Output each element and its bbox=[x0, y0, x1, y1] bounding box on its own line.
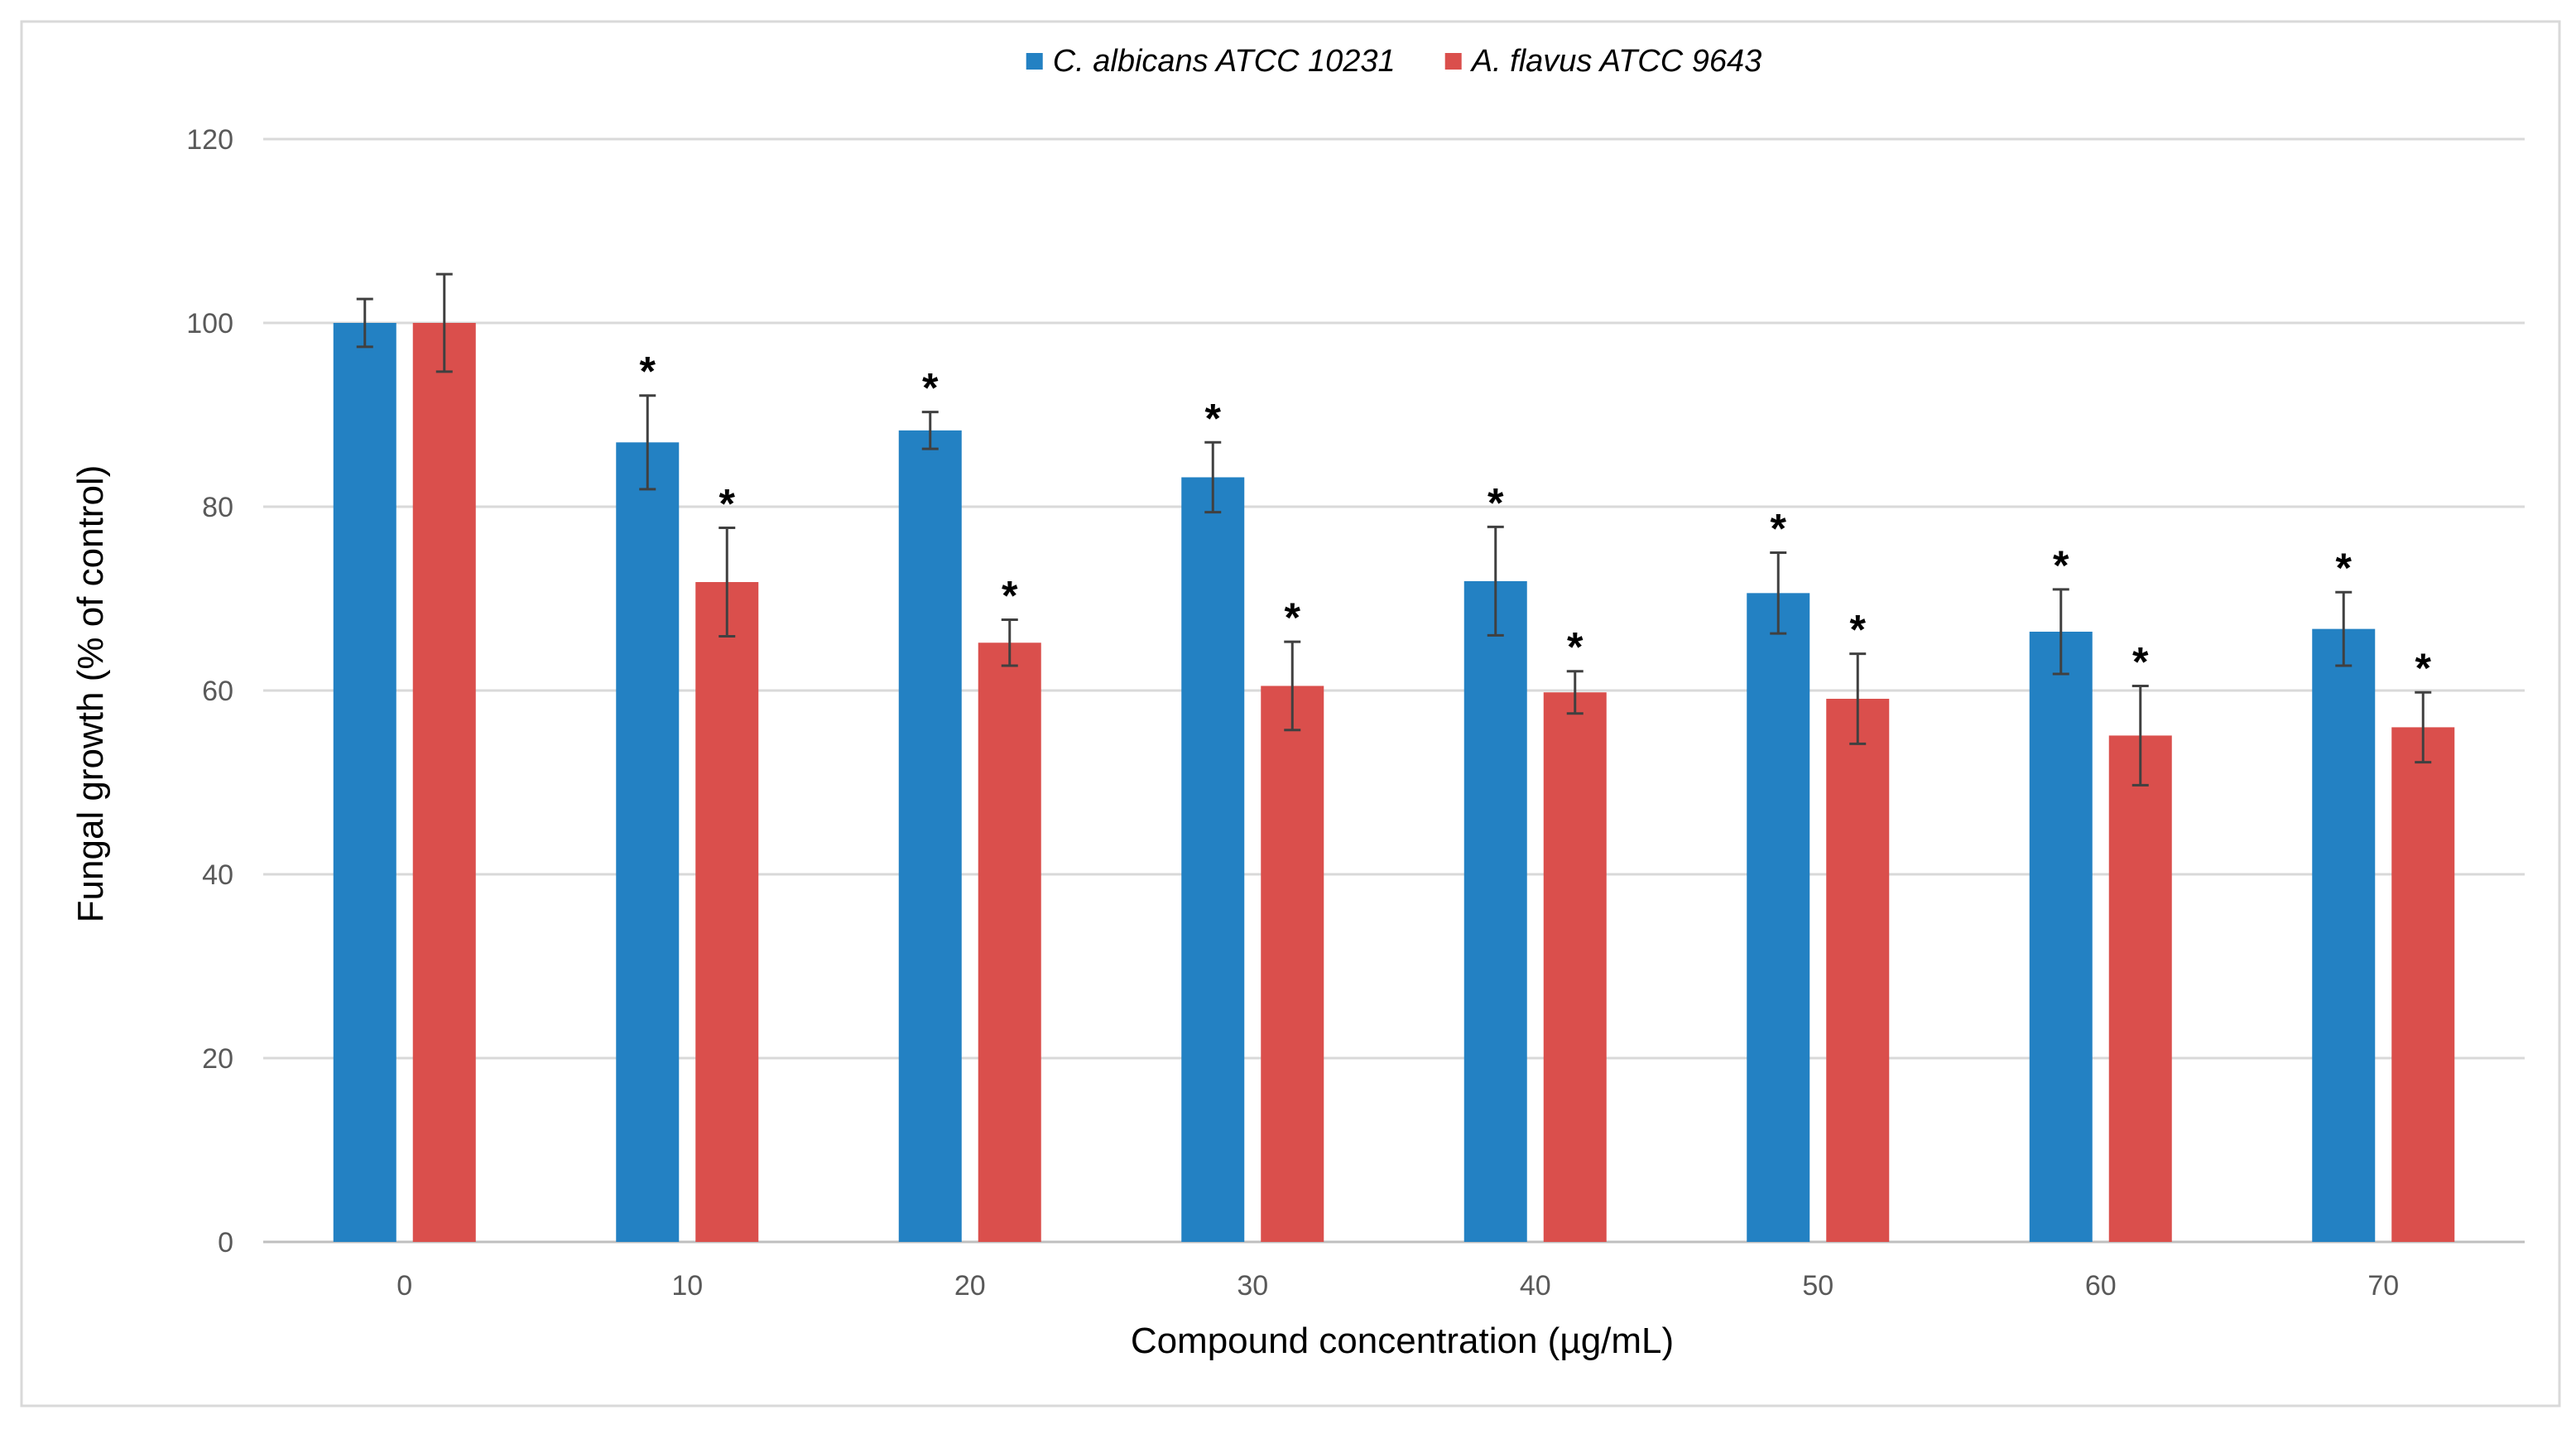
bars bbox=[333, 323, 2455, 1242]
legend-swatch bbox=[1444, 53, 1462, 70]
significance-star: * bbox=[640, 349, 656, 395]
significance-star: * bbox=[1771, 506, 1787, 552]
significance-star: * bbox=[1205, 395, 1222, 441]
x-tick-label: 50 bbox=[1802, 1270, 1833, 1302]
bar bbox=[1181, 477, 1245, 1242]
y-tick-label: 40 bbox=[202, 859, 233, 891]
bar bbox=[1826, 698, 1890, 1242]
significance-star: * bbox=[2415, 645, 2432, 691]
bar bbox=[1463, 580, 1527, 1242]
significance-star: * bbox=[1567, 624, 1584, 671]
legend-label: C. albicans ATCC 10231 bbox=[1053, 44, 1396, 79]
significance-star: * bbox=[2053, 542, 2069, 589]
bar bbox=[2391, 727, 2455, 1242]
significance-star: * bbox=[922, 365, 939, 411]
significance-star: * bbox=[1285, 594, 1301, 641]
bar bbox=[333, 323, 396, 1242]
bar bbox=[1747, 593, 1810, 1242]
legend-swatch bbox=[1026, 53, 1043, 70]
significance-star: * bbox=[1002, 573, 1018, 619]
bar bbox=[898, 430, 962, 1242]
y-tick-label: 0 bbox=[218, 1227, 233, 1258]
error-bars bbox=[356, 272, 2432, 787]
y-tick-label: 20 bbox=[202, 1043, 233, 1075]
x-axis-title: Compound concentration (µg/mL) bbox=[1131, 1321, 1674, 1361]
x-tick-label: 70 bbox=[2367, 1270, 2399, 1302]
x-axis-ticks: 0 10 20 30 40 50 60 70 bbox=[396, 1270, 2399, 1302]
significance-star: * bbox=[2336, 545, 2353, 591]
x-tick-label: 0 bbox=[396, 1270, 412, 1302]
bar bbox=[1261, 686, 1324, 1242]
y-tick-label: 120 bbox=[186, 124, 233, 156]
y-axis-ticks: 0 20 40 60 80 100 120 bbox=[186, 124, 233, 1258]
significance-star: * bbox=[1487, 479, 1504, 526]
x-tick-label: 20 bbox=[954, 1270, 986, 1302]
x-tick-label: 30 bbox=[1237, 1270, 1268, 1302]
bar bbox=[1543, 692, 1607, 1242]
y-axis-title: Fungal growth (% of control) bbox=[70, 465, 111, 923]
x-tick-label: 60 bbox=[2085, 1270, 2117, 1302]
bar bbox=[978, 642, 1041, 1242]
bar bbox=[412, 323, 476, 1242]
bar bbox=[2029, 631, 2093, 1242]
y-tick-label: 80 bbox=[202, 492, 233, 523]
bar bbox=[616, 442, 680, 1242]
x-tick-label: 40 bbox=[1520, 1270, 1551, 1302]
significance-markers: * * * * * * * * * * * * * * bbox=[640, 349, 2432, 692]
significance-star: * bbox=[2132, 638, 2149, 685]
bar bbox=[2108, 735, 2172, 1242]
y-tick-label: 60 bbox=[202, 676, 233, 707]
legend-label: A. flavus ATCC 9643 bbox=[1470, 44, 1762, 79]
bar bbox=[2312, 628, 2376, 1242]
legend: C. albicans ATCC 10231 A. flavus ATCC 964… bbox=[1026, 44, 1762, 79]
bar bbox=[695, 582, 759, 1242]
significance-star: * bbox=[719, 481, 736, 527]
x-tick-label: 10 bbox=[671, 1270, 703, 1302]
significance-star: * bbox=[1850, 607, 1867, 653]
y-tick-label: 100 bbox=[186, 308, 233, 339]
